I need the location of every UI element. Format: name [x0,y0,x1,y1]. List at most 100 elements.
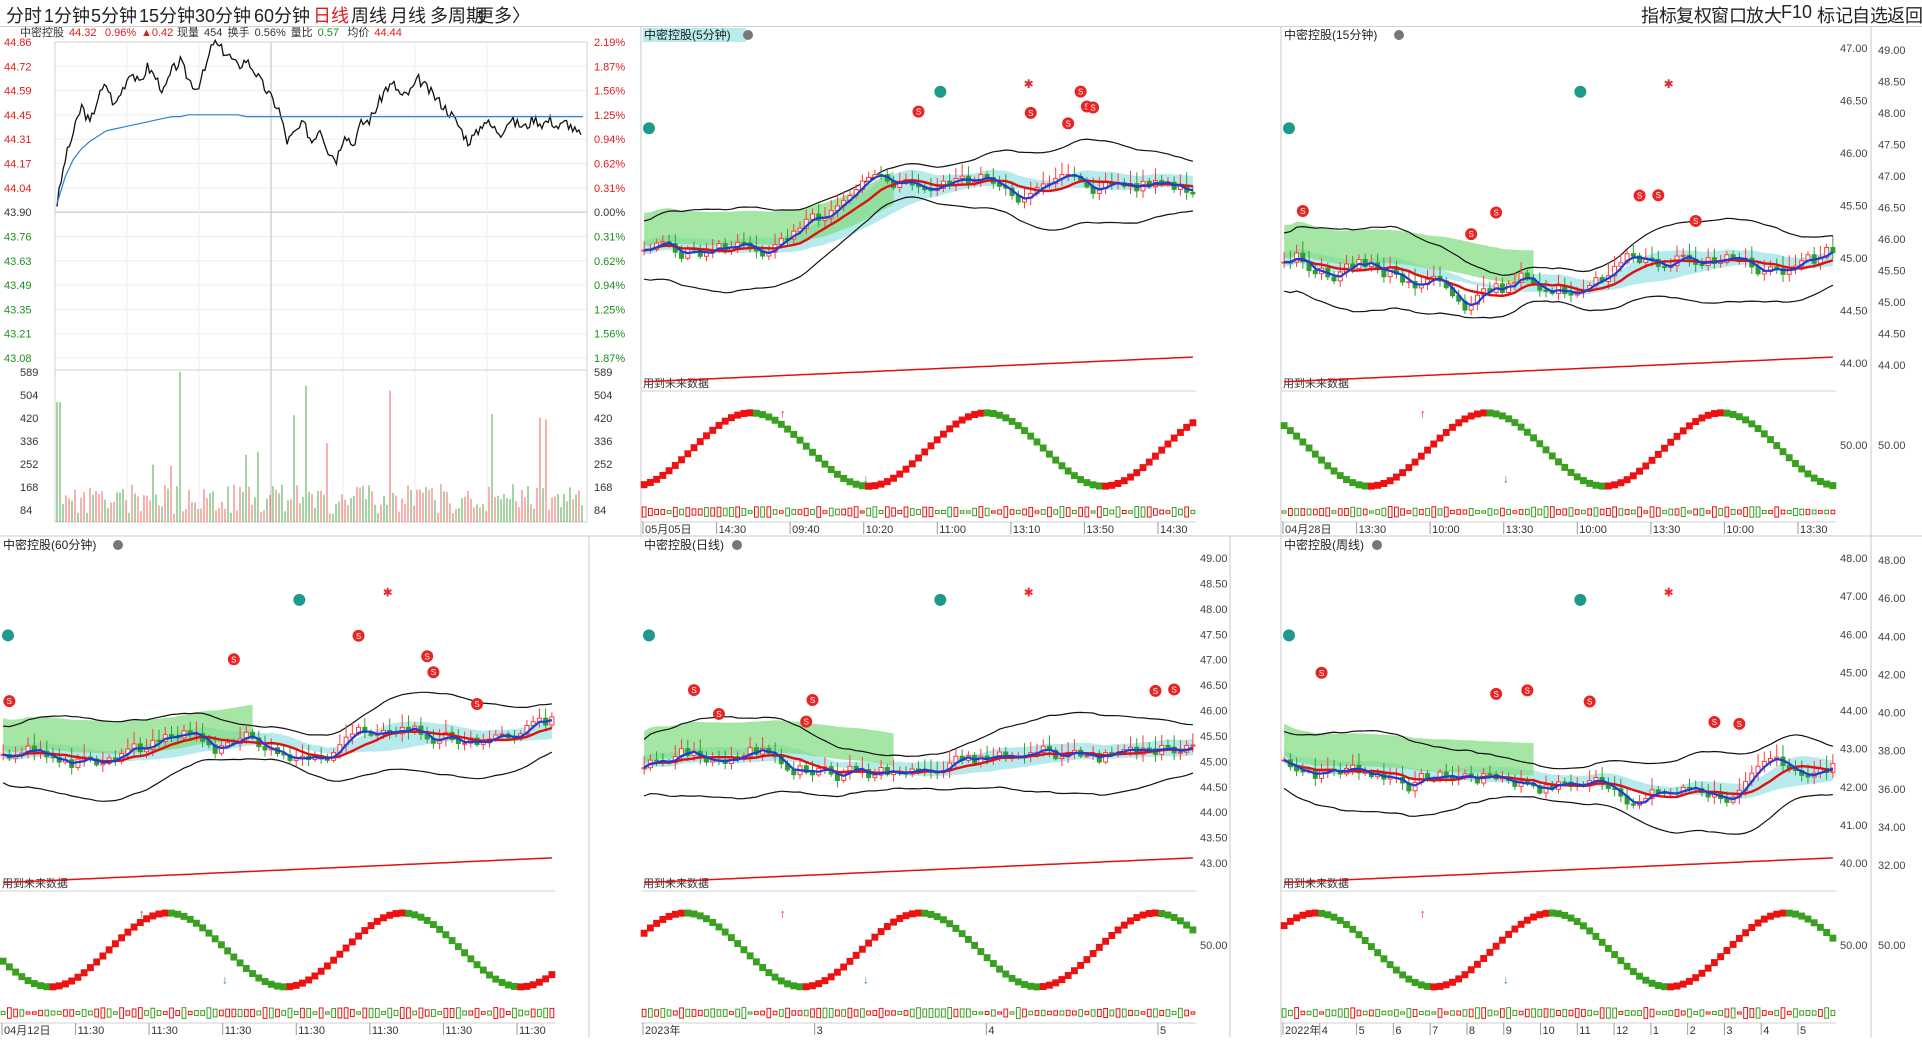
volume-hist-bar [512,1007,517,1019]
sell-signal-glyph: S [1172,685,1177,694]
back-button[interactable]: 返回 [1887,6,1922,26]
volume-hist-bar [1090,1009,1096,1017]
chart-canvas[interactable]: 中密控股 44.32 0.96% ▲0.42 现量 454 换手 0.56% 量比 0.57 均价 4… [0,25,1922,1037]
volume-hist-bar [1468,1008,1474,1018]
time-label: 11:30 [445,1025,472,1037]
sell-signal-icon [1652,189,1665,202]
volume-hist-bar [162,1011,168,1015]
price-tick: 46.00 [1840,148,1868,160]
volume-hist-bar [679,508,684,516]
tab-5min[interactable]: 5分钟 [91,6,138,26]
volume-hist-bar [847,507,853,517]
volume-hist-bar [1699,1009,1705,1017]
adjust-button[interactable]: 复权 [1676,6,1712,26]
sell-signal-glyph: S [691,686,696,695]
pct-tick: 0.00% [594,207,625,219]
line-fast [644,174,1194,255]
up-arrow-icon: ↑ [139,906,145,920]
volume-hist-bar [1140,506,1146,518]
line-fast [2,719,553,765]
window-button[interactable]: 窗口 [1711,6,1747,26]
time-label: 10:00 [1579,524,1607,536]
tab-timeshare[interactable]: 分时 [6,6,42,26]
time-label: 5 [1359,1025,1365,1037]
watchlist-button[interactable]: 自选 [1852,6,1888,26]
volume-hist-bar [44,1009,50,1017]
osc-tick: 50.00 [1200,940,1228,952]
tab-30min[interactable]: 30分钟 [195,6,252,26]
volume-hist-bar [1705,1011,1711,1015]
volume-hist-bar [1668,1010,1674,1016]
tab-1min[interactable]: 1分钟 [44,6,91,26]
volume-hist-bar [1518,509,1524,515]
sell-signal-icon [1708,716,1721,729]
volume-hist-bar [1743,507,1748,517]
sell-signal-icon [1521,684,1534,697]
time-label: 05月05日 [645,524,691,536]
volume-hist-bar [1028,506,1034,518]
butterfly-icon: ✱ [383,585,393,599]
sell-signal-glyph: S [810,696,815,705]
tab-daily[interactable]: 日线 [313,6,349,26]
price-tick: 43.50 [1200,833,1228,845]
volume-hist-bar [941,509,946,515]
price-tick: 44.50 [1840,306,1868,318]
sell-signal-icon [3,695,16,708]
volume-hist-bar [897,509,903,515]
volume-hist-bar [647,507,653,517]
volume-hist-bar [212,1008,218,1018]
volume-hist-bar [1159,1010,1165,1016]
mark-button[interactable]: 标记 [1817,6,1853,26]
volume-hist-bar [75,1010,81,1016]
tab-15min[interactable]: 15分钟 [139,6,196,26]
sell-signal-glyph: S [1637,192,1642,201]
volume-hist-bar [374,1008,380,1018]
volume-hist-bar [1768,1011,1773,1015]
volume-hist-bar [891,1010,896,1016]
volume-hist-bar [418,1007,424,1019]
volume-hist-bar [100,1007,106,1019]
volume-hist-bar [1799,508,1805,516]
up-arrow-icon: ↑ [780,406,786,420]
volume-hist-bar [1481,1007,1487,1019]
volume-label: 现量 [177,26,199,39]
volume-hist-bar [1387,506,1393,518]
volume-hist-bar [499,1008,505,1018]
sell-signal-glyph: S [1084,102,1089,111]
volume-hist-bar [928,1008,934,1018]
volume-hist-bar [710,1008,716,1018]
volume-hist-bar [778,510,784,514]
sell-signal-icon [427,666,440,679]
candle [1319,770,1325,779]
indicator-button[interactable]: 指标 [1641,6,1677,26]
volume-hist-bar [1009,509,1015,515]
more-arrow-icon[interactable]: 〉 [512,6,530,26]
tab-monthly[interactable]: 月线 [390,6,426,26]
volume-hist-bar [1443,506,1449,518]
volume-hist-bar [318,1007,324,1019]
volume-hist-bar [766,506,772,518]
title-dropdown-icon [1394,30,1404,40]
candle [530,721,536,726]
price-tick: 43.00 [1840,744,1868,756]
volume-hist-bar [1768,510,1773,514]
zoom-button[interactable]: 放大 [1746,6,1782,26]
tab-60min[interactable]: 60分钟 [254,6,311,26]
sell-signal-icon [1633,189,1646,202]
timeshare-panel: 中密控股 44.32 0.96% ▲0.42 现量 454 换手 0.56% 量比 0.57 均价 4… [4,25,625,523]
volume-hist-bar [468,1010,474,1016]
volume-hist-bar [1562,1008,1568,1018]
f10-button[interactable]: F10 [1781,2,1813,22]
candle [1449,776,1455,779]
volume-hist-bar [953,507,959,517]
volume-hist-bar [1047,1010,1052,1016]
tab-multi-period[interactable]: 多周期 [430,6,484,26]
future-data-label: 用到未来数据 [1283,876,1349,890]
tab-more[interactable]: 更多 [476,6,512,26]
panel-pday: 中密控股(日线) 49.00 48.50 48.00 47.50 47.00 46.50 46… [640,537,1228,1037]
candle [959,175,965,179]
tab-weekly[interactable]: 周线 [351,6,387,26]
chart-grid: 中密控股 44.32 0.96% ▲0.42 现量 454 换手 0.56% 量比 0.57 均价 4… [0,25,1922,1037]
volume-hist-bar [1593,507,1599,517]
timeshare-name: 中密控股 [20,26,64,39]
